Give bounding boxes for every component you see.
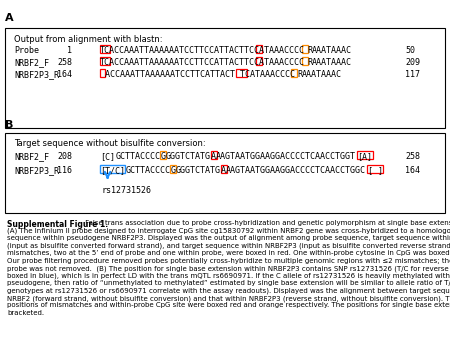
Text: AAGTAATGGAAGGACCCCTCAACCTGGT: AAGTAATGGAAGGACCCCTCAACCTGGT	[216, 152, 356, 161]
Text: 164: 164	[57, 70, 72, 79]
Bar	[367, 165, 383, 173]
Text: Probe: Probe	[14, 46, 39, 55]
Text: Output from alignment with blastn:: Output from alignment with blastn:	[14, 35, 162, 44]
Bar	[302, 45, 307, 53]
Bar	[170, 165, 176, 173]
Text: NRBF2P3_R: NRBF2P3_R	[14, 70, 59, 79]
Text: [C]: [C]	[100, 152, 115, 161]
Text: AAATAAAC: AAATAAAC	[302, 70, 342, 79]
Bar	[256, 57, 262, 65]
Text: GCTTACCCC: GCTTACCCC	[125, 166, 170, 175]
Bar	[5, 28, 445, 128]
Text: (A) The Infinium II probe designed to interrogate CpG site cg15830792 within NRB: (A) The Infinium II probe designed to in…	[7, 227, 450, 234]
Text: (input as bisulfite converted forward strand), and target sequence within NRBF2P: (input as bisulfite converted forward st…	[7, 242, 450, 249]
Text: TCACCAAATTAAAAAATCCTTCCATTACTTCCATAAACCCC: TCACCAAATTAAAAAATCCTTCCATTACTTCCATAAACCC…	[100, 58, 305, 67]
Bar	[99, 45, 110, 53]
Text: 164: 164	[405, 166, 420, 175]
Bar	[236, 69, 247, 77]
Bar	[99, 165, 125, 173]
Text: Our probe filtering procedure removed probes potentially cross-hybridize to mult: Our probe filtering procedure removed pr…	[7, 258, 450, 264]
Text: [ ]: [ ]	[368, 166, 382, 175]
Text: 258: 258	[405, 152, 420, 161]
Bar	[220, 165, 227, 173]
Text: [T/C]: [T/C]	[100, 166, 125, 175]
Text: sequence within pseudogene NRBF2P3. Displayed was the output of alignment among : sequence within pseudogene NRBF2P3. Disp…	[7, 235, 450, 241]
Text: 50: 50	[405, 46, 415, 55]
Text: 208: 208	[57, 152, 72, 161]
Text: A: A	[5, 13, 13, 23]
Text: False trans association due to probe cross-hybridization and genetic polymorphis: False trans association due to probe cro…	[83, 220, 450, 226]
Text: G: G	[161, 152, 166, 161]
Bar	[211, 151, 216, 159]
Text: pseudogene, then ratio of “unmethylated to methylated” estimated by single base : pseudogene, then ratio of “unmethylated …	[7, 280, 450, 287]
Text: Target sequence without bisulfite conversion:: Target sequence without bisulfite conver…	[14, 139, 206, 148]
Text: bracketed.: bracketed.	[7, 310, 44, 316]
Text: 209: 209	[405, 58, 420, 67]
Text: A: A	[221, 166, 226, 175]
Text: mismatches, two at the 5’ end of probe and one within probe, were boxed in red. : mismatches, two at the 5’ end of probe a…	[7, 250, 450, 256]
Text: TCACCAAATTAAAAAATCCTTCCATTACTTCCATAAACCCC: TCACCAAATTAAAAAATCCTTCCATTACTTCCATAAACCC…	[100, 46, 305, 55]
Text: ACCAAATTAAAAAATCCTTCATTACT TCATAAACCCC: ACCAAATTAAAAAATCCTTCATTACT TCATAAACCCC	[100, 70, 295, 79]
Text: AAATAAAC: AAATAAAC	[312, 46, 352, 55]
Text: R: R	[297, 70, 302, 79]
Text: probe was not removed.  (B) The position for single base extension within NRBF2P: probe was not removed. (B) The position …	[7, 265, 450, 271]
Bar	[357, 151, 373, 159]
Text: 116: 116	[57, 166, 72, 175]
Text: NRBF2_F: NRBF2_F	[14, 58, 49, 67]
Text: A: A	[211, 152, 216, 161]
Text: NRBF2 (forward strand, without bisulfite conversion) and that within NRBF2P3 (re: NRBF2 (forward strand, without bisulfite…	[7, 295, 450, 301]
Text: 1: 1	[67, 46, 72, 55]
Bar	[5, 133, 445, 213]
Bar	[302, 57, 307, 65]
Text: R: R	[307, 58, 312, 67]
Text: GGGTCTATG: GGGTCTATG	[176, 166, 221, 175]
Text: boxed in blue), which is in perfect LD with the trans mQTL rs6690971. If the C a: boxed in blue), which is in perfect LD w…	[7, 272, 450, 279]
Text: genotypes at rs12731526 or rs6690971 correlate with the assay readouts). Display: genotypes at rs12731526 or rs6690971 cor…	[7, 288, 450, 294]
Text: GCTTACCCC: GCTTACCCC	[115, 152, 160, 161]
Text: rs12731526: rs12731526	[102, 186, 152, 195]
Text: positions of mismatches and within-probe CpG site were boxed red and orange resp: positions of mismatches and within-probe…	[7, 303, 450, 309]
Text: 258: 258	[57, 58, 72, 67]
Text: G: G	[171, 166, 176, 175]
Bar	[99, 57, 110, 65]
Text: 117: 117	[405, 70, 420, 79]
Bar	[99, 69, 105, 77]
Text: NRBF2P3_R: NRBF2P3_R	[14, 166, 59, 175]
Text: R: R	[307, 46, 312, 55]
Text: AAATAAAC: AAATAAAC	[312, 58, 352, 67]
Text: Supplemental Figure 1.: Supplemental Figure 1.	[7, 220, 108, 229]
Text: NRBF2_F: NRBF2_F	[14, 152, 49, 161]
Bar	[256, 45, 262, 53]
Text: GGGTCTATG: GGGTCTATG	[166, 152, 211, 161]
Bar	[292, 69, 297, 77]
Text: [A]: [A]	[358, 152, 373, 161]
Bar	[160, 151, 166, 159]
Text: B: B	[5, 120, 13, 130]
Text: AAGTAATGGAAGGACCCCTCAACCTGGC: AAGTAATGGAAGGACCCCTCAACCTGGC	[226, 166, 366, 175]
